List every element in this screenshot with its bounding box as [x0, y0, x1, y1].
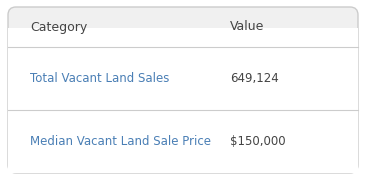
Bar [8, 28, 358, 48]
Text: Value: Value [230, 21, 264, 33]
Text: Median Vacant Land Sale Price: Median Vacant Land Sale Price [30, 135, 211, 148]
FancyBboxPatch shape [8, 47, 358, 173]
FancyBboxPatch shape [8, 7, 358, 173]
Text: $150,000: $150,000 [230, 135, 285, 148]
Text: Total Vacant Land Sales: Total Vacant Land Sales [30, 72, 169, 85]
Text: Category: Category [30, 21, 87, 33]
Text: 649,124: 649,124 [230, 72, 279, 85]
